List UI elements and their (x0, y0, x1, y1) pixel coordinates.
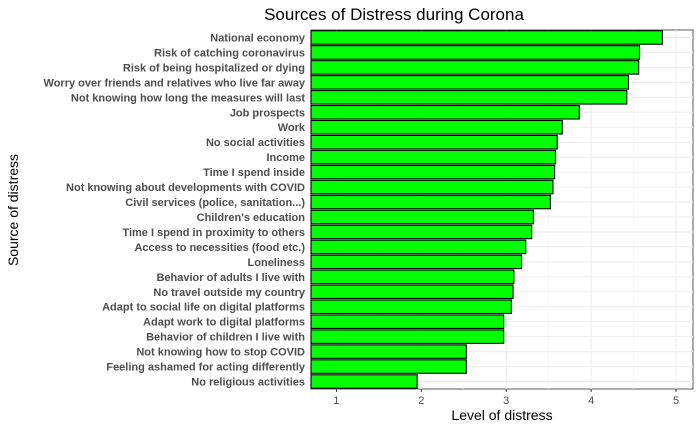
bar (310, 224, 533, 240)
category-label: Behavior of children I live with (146, 332, 305, 344)
category-label: Income (266, 152, 305, 164)
bar (310, 254, 523, 270)
x-tick-label: 5 (673, 395, 679, 407)
category-label: Feeling ashamed for acting differently (106, 362, 306, 374)
x-tick-label: 4 (588, 395, 594, 407)
x-tick-label: 1 (333, 395, 339, 407)
category-label: No religious activities (191, 377, 305, 389)
category-label: Adapt work to digital platforms (143, 317, 305, 329)
bar (310, 119, 563, 135)
category-label: Risk of being hospitalized or dying (123, 62, 305, 74)
bar (310, 269, 515, 285)
bar (310, 329, 505, 344)
category-label: Adapt to social life on digital platform… (102, 302, 305, 314)
bar (310, 90, 628, 105)
category-label: Civil services (police, sanitation...) (125, 197, 305, 209)
bar (310, 284, 514, 300)
x-axis-title: Level of distress (451, 407, 552, 423)
bar (310, 239, 527, 255)
category-label: Loneliness (248, 257, 305, 269)
bar (310, 299, 512, 315)
category-label: Time I spend inside (203, 167, 305, 179)
category-label: Worry over friends and relatives who liv… (44, 77, 306, 89)
bar (310, 164, 556, 180)
bar (310, 359, 467, 374)
x-tick-label: 3 (503, 395, 509, 407)
y-axis-title: Source of distress (5, 154, 21, 266)
bar (310, 209, 534, 225)
chart-title: Sources of Distress during Corona (264, 5, 524, 24)
category-label: Time I spend in proximity to others (122, 227, 305, 239)
bar (310, 30, 663, 45)
category-label: Not knowing about developments with COVI… (66, 182, 305, 194)
category-label: Work (278, 122, 306, 134)
bar (310, 60, 640, 75)
bar (310, 45, 641, 60)
category-label: Not knowing how to stop COVID (136, 347, 305, 359)
bar (310, 134, 558, 150)
category-label: Risk of catching coronavirus (154, 47, 305, 59)
category-label: Not knowing how long the measures will l… (71, 92, 305, 104)
category-label: Children's education (197, 212, 306, 224)
bar (310, 149, 557, 165)
category-label: No social activities (206, 137, 305, 149)
bar (310, 179, 554, 195)
category-labels: National economy Risk of catching coronav… (44, 32, 306, 388)
bar (310, 75, 630, 90)
bar (310, 314, 505, 329)
bar (310, 194, 551, 210)
x-tick-label: 2 (418, 395, 424, 407)
category-label: Access to necessities (food etc.) (134, 242, 305, 254)
plot-panel (310, 29, 694, 390)
category-label: National economy (210, 32, 306, 44)
x-tick-labels: 1 2 3 4 5 (333, 389, 679, 407)
category-label: Behavior of adults I live with (156, 272, 305, 284)
bar (310, 374, 418, 389)
category-label: Job prospects (230, 107, 305, 119)
bar (310, 104, 580, 120)
category-label: No travel outside my country (153, 287, 305, 299)
bars (310, 30, 663, 389)
bar (310, 344, 467, 359)
